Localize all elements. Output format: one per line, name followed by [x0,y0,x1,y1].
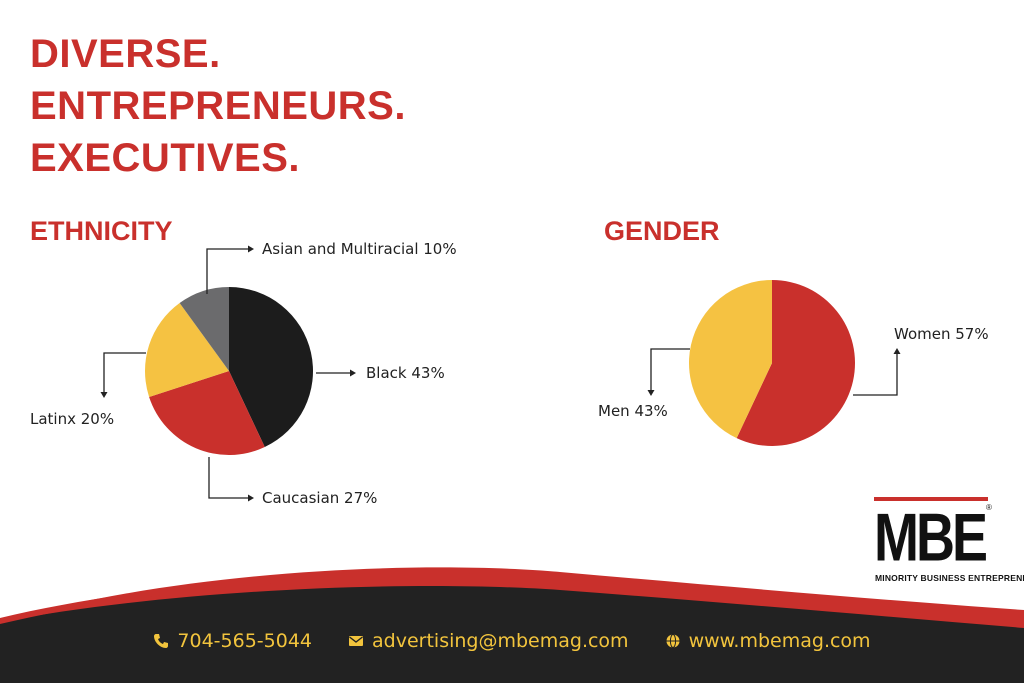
footer-band [0,567,1024,683]
arrow-black [350,369,356,377]
phone-icon [154,634,169,648]
website-url: www.mbemag.com [688,630,871,652]
website-contact[interactable]: www.mbemag.com [665,630,871,652]
ethnicity-pie [145,287,313,455]
label-asian: Asian and Multiracial 10% [262,240,457,258]
pie-slice-asian-and-multiracial [179,287,229,371]
contact-bar: 704-565-5044 advertising@mbemag.com www.… [0,630,1024,652]
charts-canvas: Asian and Multiracial 10% Black 43% Lati… [30,240,989,507]
label-women: Women 57% [894,325,989,343]
label-black: Black 43% [366,364,445,382]
label-caucasian: Caucasian 27% [262,489,377,507]
email-contact[interactable]: advertising@mbemag.com [348,630,629,652]
label-latinx: Latinx 20% [30,410,114,428]
label-men: Men 43% [598,402,668,420]
ethnicity-title: ETHNICITY [30,216,173,246]
phone-number: 704-565-5044 [177,630,313,652]
headline: DIVERSE. ENTREPRENEURS. EXECUTIVES. [30,28,406,184]
leader-caucasian [208,457,248,499]
leader-men [650,348,690,390]
gender-pie [688,280,856,446]
pie-slice-black [229,287,313,448]
arrow-caucasian [248,494,254,502]
logo-registered: ® [986,503,992,512]
headline-line-2: ENTREPRENEURS. [30,84,406,128]
headline-line-3: EXECUTIVES. [30,136,301,180]
pie-slice-men [688,280,772,439]
leader-lines [100,245,901,502]
logo-text: MBE [874,500,988,576]
leader-asian [206,248,248,294]
arrow-latinx [100,392,108,398]
envelope-icon [349,636,364,646]
pie-slice-latinx [145,303,229,397]
arrow-asian [248,245,254,253]
pie-slice-women [736,280,856,446]
leader-women [853,354,898,396]
arrow-men [647,390,655,396]
mbe-logo: MBE ® MINORITY BUSINESS ENTREPRENEUR [874,497,1024,589]
phone-contact[interactable]: 704-565-5044 [153,630,312,652]
email-address: advertising@mbemag.com [372,630,629,652]
leader-latinx [103,352,146,392]
gender-title: GENDER [604,216,720,246]
logo-bar [874,497,988,501]
globe-icon [666,634,680,648]
pie-slice-caucasian [149,371,265,455]
headline-line-1: DIVERSE. [30,32,221,76]
arrow-women [893,348,901,354]
logo-subtitle: MINORITY BUSINESS ENTREPRENEUR [875,573,1024,583]
